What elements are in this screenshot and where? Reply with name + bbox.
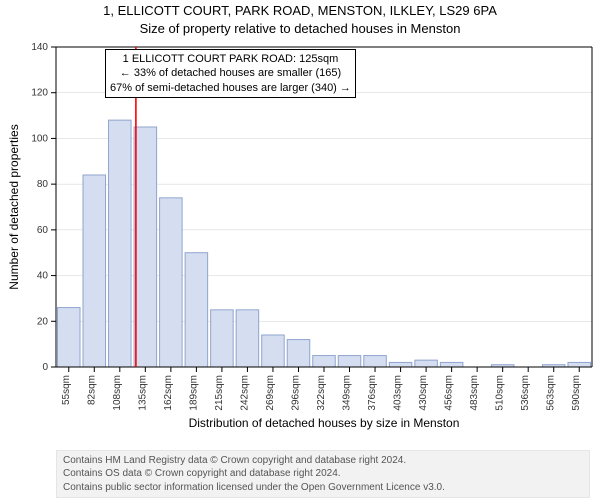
title-line2: Size of property relative to detached ho… bbox=[140, 21, 461, 36]
svg-text:20: 20 bbox=[37, 316, 49, 327]
xtick-label: 403sqm bbox=[393, 375, 404, 411]
annot-line1: 1 ELLICOTT COURT PARK ROAD: 125sqm bbox=[123, 53, 339, 65]
bar bbox=[287, 340, 310, 367]
bar bbox=[568, 362, 591, 367]
annot-line2: ← 33% of detached houses are smaller (16… bbox=[120, 67, 341, 79]
bar bbox=[440, 362, 463, 367]
svg-text:40: 40 bbox=[37, 271, 49, 282]
xtick-label: 536sqm bbox=[520, 375, 531, 411]
xtick-label: 322sqm bbox=[316, 375, 327, 411]
svg-text:80: 80 bbox=[37, 179, 49, 190]
svg-text:60: 60 bbox=[37, 225, 49, 236]
xtick-label: 349sqm bbox=[342, 375, 353, 411]
annotation-box: 1 ELLICOTT COURT PARK ROAD: 125sqm ← 33%… bbox=[105, 49, 356, 98]
ylabel: Number of detached properties bbox=[7, 124, 21, 289]
bar bbox=[236, 310, 259, 367]
footer-attribution: Contains HM Land Registry data © Crown c… bbox=[56, 450, 590, 499]
xtick-label: 590sqm bbox=[571, 375, 582, 411]
chart-title: 1, ELLICOTT COURT, PARK ROAD, MENSTON, I… bbox=[0, 2, 600, 37]
xtick-label: 430sqm bbox=[418, 375, 429, 411]
xtick-label: 563sqm bbox=[546, 375, 557, 411]
bar bbox=[364, 356, 387, 367]
xtick-label: 215sqm bbox=[214, 375, 225, 411]
xtick-label: 376sqm bbox=[367, 375, 378, 411]
title-line1: 1, ELLICOTT COURT, PARK ROAD, MENSTON, I… bbox=[103, 3, 497, 18]
svg-text:100: 100 bbox=[31, 133, 48, 144]
bar bbox=[338, 356, 361, 367]
bar bbox=[83, 175, 106, 367]
bar bbox=[415, 360, 438, 367]
xtick-label: 510sqm bbox=[495, 375, 506, 411]
bar bbox=[389, 362, 412, 367]
bar bbox=[262, 335, 285, 367]
xtick-label: 108sqm bbox=[112, 375, 123, 411]
xtick-label: 269sqm bbox=[265, 375, 276, 411]
xtick-label: 242sqm bbox=[239, 375, 250, 411]
footer-line1: Contains HM Land Registry data © Crown c… bbox=[63, 455, 406, 466]
bar bbox=[313, 356, 336, 367]
bar bbox=[134, 127, 157, 367]
xtick-label: 135sqm bbox=[137, 375, 148, 411]
footer-line2: Contains OS data © Crown copyright and d… bbox=[63, 468, 341, 479]
xtick-label: 82sqm bbox=[86, 375, 97, 405]
footer-line3: Contains public sector information licen… bbox=[63, 482, 445, 493]
xlabel: Distribution of detached houses by size … bbox=[189, 416, 460, 430]
bar bbox=[160, 198, 183, 367]
chart-area: 0 20 40 60 80 100 120 140 55sqm 82sqm 108sqm 135sqm… bbox=[0, 39, 600, 434]
svg-text:120: 120 bbox=[31, 88, 48, 99]
svg-text:0: 0 bbox=[42, 362, 48, 373]
xtick-label: 456sqm bbox=[444, 375, 455, 411]
bar bbox=[109, 120, 132, 367]
annot-line3: 67% of semi-detached houses are larger (… bbox=[110, 82, 351, 94]
xtick-label: 162sqm bbox=[163, 375, 174, 411]
bar bbox=[58, 308, 81, 367]
histogram-svg: 0 20 40 60 80 100 120 140 55sqm 82sqm 108sqm 135sqm… bbox=[0, 39, 600, 434]
xtick-label: 55sqm bbox=[61, 375, 72, 405]
bar bbox=[185, 253, 208, 367]
xtick-label: 189sqm bbox=[188, 375, 199, 411]
xtick-label: 483sqm bbox=[469, 375, 480, 411]
xtick-label: 296sqm bbox=[290, 375, 301, 411]
svg-text:140: 140 bbox=[31, 42, 48, 53]
bar bbox=[211, 310, 234, 367]
